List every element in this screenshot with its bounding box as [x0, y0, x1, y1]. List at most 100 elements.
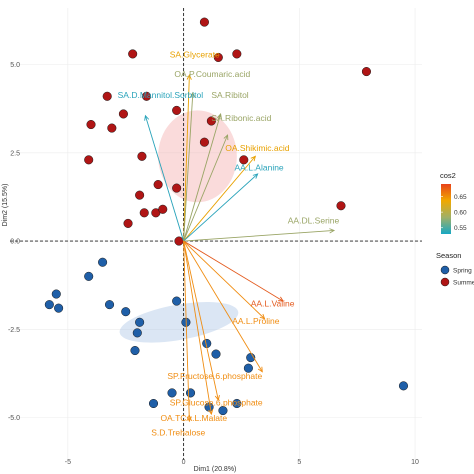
arrow-7	[183, 230, 335, 242]
point-spring-17	[185, 388, 196, 398]
y-axis-label: Dim2 (15.5%)	[2, 184, 9, 227]
legend-cos2-label-0: 0.65	[454, 194, 467, 201]
arrow-head-4	[223, 134, 229, 141]
legend-season-label-spring: Spring	[453, 267, 472, 274]
arrow-head-7	[329, 228, 336, 234]
point-summer-14	[137, 151, 147, 161]
legend-season-key-summer	[440, 277, 450, 287]
variable-label-12: OA.TCA.L.Malate	[160, 413, 227, 423]
y-tick-label-0: -5.0	[8, 415, 20, 422]
variable-label-0: SA.Glycerate	[170, 49, 220, 59]
point-summer-5	[102, 91, 112, 101]
point-spring-9	[130, 345, 140, 356]
point-summer-21	[239, 155, 249, 165]
arrow-3	[183, 113, 222, 242]
arrow-head-2	[144, 114, 150, 121]
arrow-6	[183, 173, 258, 242]
arrow-head-8	[278, 296, 285, 302]
legend-cos2-colorbar	[441, 184, 451, 234]
point-summer-3	[232, 49, 242, 59]
point-spring-8	[132, 328, 142, 338]
ellipse-summer	[158, 110, 237, 203]
variable-label-13: S.D.Trehalose	[151, 427, 205, 437]
scatter-points	[44, 17, 409, 416]
arrow-10	[183, 240, 263, 372]
variable-label-1: OA.P.Coumaric.acid	[174, 69, 250, 79]
arrow-4	[183, 134, 228, 242]
arrow-head-1	[190, 91, 196, 98]
point-summer-7	[142, 91, 152, 101]
point-summer-6	[118, 109, 128, 119]
variable-arrows	[144, 74, 336, 423]
arrow-1	[183, 92, 194, 242]
arrow-11	[183, 240, 219, 401]
point-summer-17	[135, 190, 145, 200]
x-axis-label: Dim1 (20.8%)	[194, 466, 237, 473]
arrow-head-13	[186, 416, 192, 423]
legend-season-title: Season	[436, 251, 461, 260]
arrow-8	[183, 240, 284, 302]
point-spring-18	[148, 398, 159, 409]
plot-panel	[10, 8, 422, 460]
arrow-head-6	[252, 173, 259, 179]
point-summer-1	[128, 49, 138, 59]
point-summer-18	[123, 218, 133, 228]
point-summer-11	[206, 116, 216, 126]
arrow-head-12	[208, 409, 214, 416]
point-spring-0	[98, 257, 108, 267]
axis-ticks: -5 0 5 10 -5.0 -2.5 0.0 2.5 5.0	[8, 62, 419, 466]
point-spring-10	[172, 296, 182, 306]
point-spring-7	[135, 317, 145, 327]
point-summer-19	[139, 208, 149, 218]
legend-cos2-label-1: 0.60	[454, 209, 467, 216]
point-spring-5	[104, 300, 115, 310]
variable-label-2: SA.D.Mannitol.Sorbitol	[118, 90, 204, 100]
point-summer-22	[336, 201, 346, 211]
variable-label-10: SP.Fructose.6.phosphate	[167, 371, 262, 381]
point-spring-20	[218, 406, 228, 416]
point-summer-2	[213, 52, 223, 62]
point-spring-4	[54, 303, 64, 313]
arrow-head-9	[259, 313, 266, 320]
variable-label-4: SA.Ribonic.acid	[211, 113, 271, 123]
arrow-head-3	[216, 112, 222, 119]
legend-cos2-label-2: 0.55	[454, 225, 467, 232]
arrow-12	[183, 240, 212, 415]
arrow-head-11	[214, 395, 220, 401]
legend: cos2 0.65 0.60 0.55 Season Spring Summer	[436, 171, 474, 286]
y-tick-label-1: -2.5	[8, 327, 20, 334]
x-tick-label-3: 10	[411, 459, 419, 466]
y-tick-label-3: 2.5	[10, 150, 20, 157]
variable-label-6: AA.L.Alanine	[235, 162, 284, 172]
legend-season-label-summer: Summer	[453, 279, 474, 286]
confidence-ellipses	[119, 110, 239, 343]
ellipse-spring	[119, 301, 239, 343]
arrow-9	[183, 240, 265, 320]
x-tick-label-1: 0	[182, 459, 186, 466]
y-tick-label-2: 0.0	[10, 239, 20, 246]
point-spring-6	[121, 307, 131, 317]
point-summer-23	[174, 236, 184, 246]
point-spring-3	[44, 300, 54, 310]
point-summer-8	[172, 105, 182, 115]
point-spring-2	[51, 289, 61, 299]
legend-cos2-title: cos2	[440, 171, 456, 180]
point-summer-15	[153, 180, 163, 190]
legend-season-key-spring	[440, 265, 450, 275]
point-summer-16	[172, 183, 182, 193]
y-tick-label-4: 5.0	[10, 62, 20, 69]
point-summer-10	[107, 123, 117, 133]
point-spring-21	[232, 398, 242, 409]
variable-label-7: AA.DL.Serine	[288, 215, 340, 225]
point-summer-24	[158, 204, 168, 214]
arrow-0	[183, 75, 190, 242]
arrow-5	[183, 156, 256, 242]
variable-label-3: SA.Ribitol	[211, 90, 248, 100]
x-tick-label-2: 5	[297, 459, 301, 466]
arrow-head-0	[186, 74, 192, 80]
variable-label-11: SP.Glucose.6.phosphate	[170, 397, 263, 407]
variable-labels: SA.Glycerate OA.P.Coumaric.acid SA.D.Manni…	[118, 49, 340, 437]
point-summer-12	[199, 137, 209, 147]
arrow-head-5	[250, 155, 257, 162]
